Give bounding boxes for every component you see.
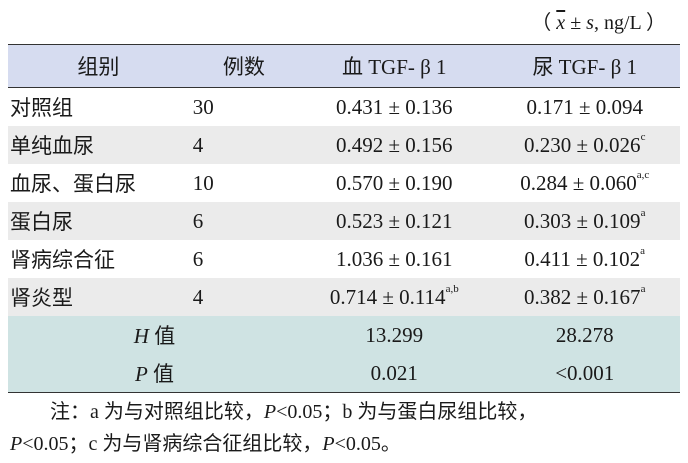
table-row: 血尿、蛋白尿 10 0.570 ± 0.190 0.284 ± 0.060a,c: [8, 164, 680, 202]
data-table: 组别 例数 血 TGF- β 1 尿 TGF- β 1 对照组 30 0.431…: [8, 44, 680, 393]
header-blood-tgf: 血 TGF- β 1: [299, 44, 490, 88]
cell-blood: 0.431 ± 0.136: [335, 94, 453, 119]
footnote-line-2: P<0.05；c 为与肾病综合征组比较，P<0.05。: [10, 433, 401, 455]
table-row: 肾病综合征 6 1.036 ± 0.161 0.411 ± 0.102a: [8, 240, 680, 278]
cell-blood: 0.714 ± 0.114a,b: [299, 278, 490, 316]
cell-group: 肾病综合征: [10, 248, 115, 272]
cell-blood: 0.570 ± 0.190: [335, 170, 453, 195]
cell-urine: 0.411 ± 0.102a: [524, 244, 646, 271]
cell-group: 对照组: [10, 96, 73, 120]
unit-label: （ x ± s, ng/L ）: [531, 12, 666, 34]
stat-label: P 值: [8, 354, 300, 393]
cell-count: 10: [192, 170, 214, 195]
cell-group: 血尿、蛋白尿: [10, 172, 136, 196]
stat-blood: 13.299: [299, 316, 490, 354]
cell-count: 30: [192, 94, 214, 119]
cell-urine: 0.230 ± 0.026c: [489, 126, 680, 164]
cell-count: 4: [188, 278, 300, 316]
cell-blood: 1.036 ± 0.161: [335, 246, 453, 271]
cell-blood: 0.492 ± 0.156: [299, 126, 490, 164]
cell-blood: 0.523 ± 0.121: [299, 202, 490, 240]
header-urine-tgf: 尿 TGF- β 1: [489, 44, 680, 88]
cell-urine: 0.303 ± 0.109a: [489, 202, 680, 240]
sd-symbol: s: [586, 12, 594, 34]
mean-symbol: x: [556, 12, 566, 34]
cell-count: 6: [188, 202, 300, 240]
stat-row-h: H 值 13.299 28.278: [8, 316, 680, 354]
table-row: 肾炎型 4 0.714 ± 0.114a,b 0.382 ± 0.167a: [8, 278, 680, 316]
stat-blood: 0.021: [299, 354, 490, 393]
cell-count: 6: [192, 246, 204, 271]
cell-urine: 0.284 ± 0.060a,c: [520, 168, 650, 195]
stat-urine: <0.001: [489, 354, 680, 393]
cell-group: 蛋白尿: [8, 202, 189, 240]
table-header-row: 组别 例数 血 TGF- β 1 尿 TGF- β 1: [8, 44, 680, 88]
header-count: 例数: [188, 44, 300, 88]
header-group: 组别: [8, 44, 189, 88]
stat-row-p: P 值 0.021 <0.001: [8, 354, 680, 393]
stat-urine: 28.278: [489, 316, 680, 354]
table-row: 蛋白尿 6 0.523 ± 0.121 0.303 ± 0.109a: [8, 202, 680, 240]
cell-count: 4: [188, 126, 300, 164]
table-row: 对照组 30 0.431 ± 0.136 0.171 ± 0.094: [8, 88, 680, 127]
cell-urine: 0.382 ± 0.167a: [489, 278, 680, 316]
cell-group: 肾炎型: [8, 278, 189, 316]
cell-group: 单纯血尿: [8, 126, 189, 164]
table-footnote: 注：a 为与对照组比较，P<0.05；b 为与蛋白尿组比较， P<0.05；c …: [10, 396, 678, 460]
stat-label: H 值: [8, 316, 300, 354]
footnote-line-1: 注：a 为与对照组比较，P<0.05；b 为与蛋白尿组比较，: [50, 401, 538, 423]
table-row: 单纯血尿 4 0.492 ± 0.156 0.230 ± 0.026c: [8, 126, 680, 164]
cell-urine: 0.171 ± 0.094: [526, 94, 644, 119]
